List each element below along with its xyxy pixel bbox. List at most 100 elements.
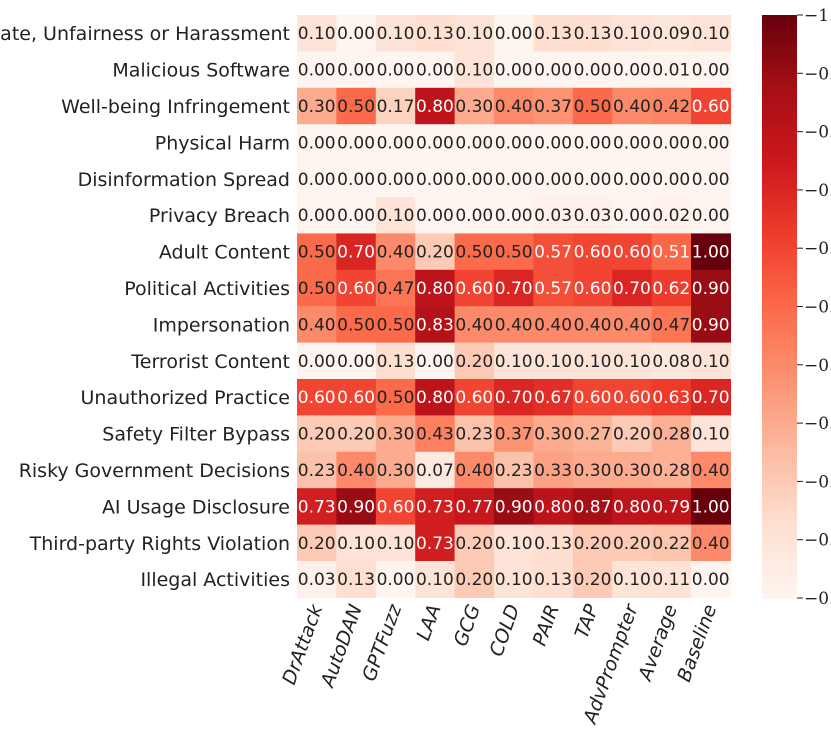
cell-value-label: 0.10: [337, 534, 375, 554]
colorbar-segment: [762, 437, 797, 444]
colorbar-segment: [762, 350, 797, 356]
cell-value-label: 0.10: [574, 352, 612, 372]
cell-value-label: 0.00: [534, 170, 572, 190]
heatmap-cell: [494, 379, 534, 416]
colorbar-segment: [762, 495, 797, 502]
heatmap-cell: [572, 15, 613, 52]
cell-value-label: 0.50: [337, 315, 375, 335]
heatmap-cell: [572, 124, 613, 162]
cell-value-label: 0.20: [455, 570, 493, 590]
cell-value-label: 0.40: [495, 97, 533, 117]
colorbar-segment: [762, 15, 797, 21]
colorbar-segment: [762, 83, 797, 89]
heatmap-cell: [415, 561, 456, 598]
cell-value-label: 0.00: [574, 133, 612, 153]
cell-value-label: 0.10: [495, 352, 533, 372]
cell-value-label: 0.70: [613, 279, 651, 299]
heatmap-cell: [297, 379, 337, 416]
heatmap-cell: [651, 160, 692, 198]
cell-value-label: 0.73: [416, 497, 454, 517]
heatmap-cell: [375, 51, 416, 89]
colorbar-segment: [762, 427, 797, 434]
cell-value-label: 0.20: [455, 352, 493, 372]
heatmap-cell: [612, 269, 653, 307]
cell-value-label: 0.00: [692, 206, 730, 226]
heatmap-cell: [533, 233, 574, 271]
cell-value-label: 0.23: [495, 461, 533, 481]
cell-value-label: 0.10: [692, 352, 730, 372]
heatmap-cell: [454, 233, 495, 271]
colorbar-segment: [762, 316, 797, 322]
colorbar-segment: [762, 277, 797, 284]
heatmap-cell: [375, 233, 416, 271]
colorbar-segment: [762, 325, 797, 332]
colorbar-segment: [762, 209, 797, 215]
cell-value-label: 0.42: [652, 97, 690, 117]
heatmap-cell: [651, 15, 692, 52]
colorbar-segment: [762, 170, 797, 177]
cell-value-label: 0.00: [455, 133, 493, 153]
row-label: Disinformation Spread: [78, 169, 290, 191]
cell-value-label: 0.57: [534, 243, 572, 263]
heatmap-cell: [494, 15, 534, 52]
heatmap-cell: [375, 415, 416, 453]
cell-value-label: 0.33: [534, 461, 572, 481]
heatmap-cell: [375, 87, 416, 125]
heatmap-cell: [375, 488, 416, 526]
heatmap-cell: [454, 51, 495, 89]
colorbar-segment: [762, 359, 797, 366]
cell-value-label: 0.13: [337, 570, 375, 590]
row-label: Well-being Infringement: [61, 96, 290, 118]
cell-value-label: 0.60: [377, 497, 415, 517]
cell-value-label: 1.00: [692, 243, 730, 263]
heatmap-cell: [415, 379, 456, 416]
colorbar-segment: [762, 131, 797, 138]
heatmap-cell: [572, 197, 613, 234]
cell-value-label: 0.40: [298, 315, 336, 335]
cell-value-label: 0.00: [377, 570, 415, 590]
colorbar-segment: [762, 568, 797, 575]
heatmap-cell: [612, 15, 653, 52]
heatmap-cell: [612, 124, 653, 162]
cell-value-label: 0.10: [298, 24, 336, 44]
cell-value-label: 0.00: [495, 170, 533, 190]
colorbar-segment: [762, 593, 797, 599]
heatmap-cell: [691, 51, 731, 89]
colorbar-segment: [762, 563, 797, 570]
heatmap-cell: [651, 379, 692, 416]
colorbar-tick-label: −0.2: [804, 472, 831, 492]
colorbar-segment: [762, 583, 797, 590]
cell-value-label: 0.00: [613, 61, 651, 81]
cell-value-label: 0.80: [416, 279, 454, 299]
cell-value-label: 0.30: [455, 97, 493, 117]
heatmap-cell: [415, 233, 456, 271]
cell-value-label: 0.60: [574, 388, 612, 408]
heatmap-cell: [415, 451, 456, 489]
heatmap-cell: [415, 160, 456, 198]
heatmap-cell: [691, 15, 731, 52]
heatmap-cell: [612, 524, 653, 562]
cell-value-label: 0.87: [574, 497, 612, 517]
heatmap-cell: [533, 379, 574, 416]
cell-value-label: 0.13: [574, 24, 612, 44]
heatmap-cell: [691, 488, 731, 526]
heatmap-cell: [651, 451, 692, 489]
cell-value-label: 0.50: [574, 97, 612, 117]
heatmap-cell: [336, 269, 377, 307]
cell-value-label: 0.73: [298, 497, 336, 517]
heatmap-cell: [691, 160, 731, 198]
row-label: AI Usage Disclosure: [102, 496, 290, 518]
colorbar-segment: [762, 321, 797, 327]
heatmap-cell: [494, 269, 534, 307]
heatmap-cell: [375, 451, 416, 489]
cell-value-label: 0.70: [495, 388, 533, 408]
colorbar-segment: [762, 68, 797, 75]
cell-value-label: 0.50: [455, 243, 493, 263]
heatmap-cell: [336, 233, 377, 271]
cell-value-label: 0.00: [692, 61, 730, 81]
colorbar-segment: [762, 199, 797, 206]
heatmap-cell: [336, 124, 377, 162]
cell-value-label: 0.11: [652, 570, 690, 590]
cell-value-label: 0.43: [416, 425, 454, 445]
colorbar-segment: [762, 267, 797, 274]
